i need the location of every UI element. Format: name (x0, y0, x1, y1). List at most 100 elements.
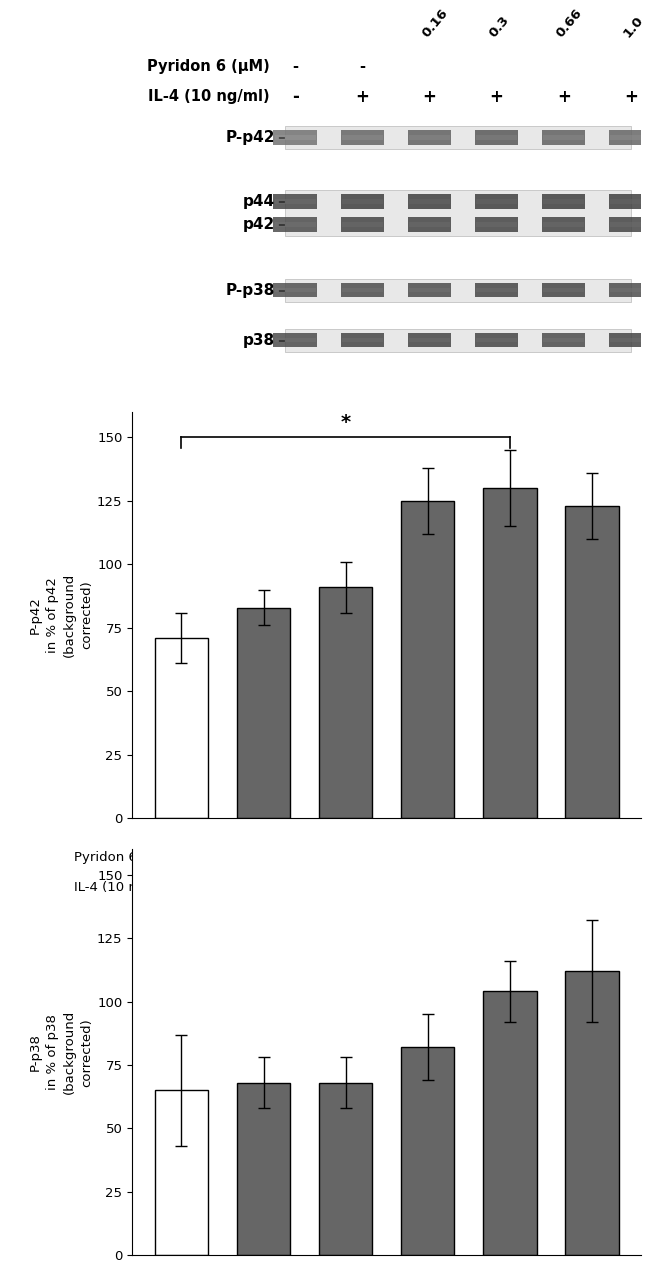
Bar (408, 218, 451, 232)
Text: 0: 0 (259, 851, 268, 863)
Text: p42: p42 (243, 216, 275, 232)
Text: -: - (360, 59, 366, 74)
Bar (542, 333, 586, 347)
Text: -: - (292, 87, 299, 106)
Bar (274, 338, 315, 342)
Bar (342, 200, 383, 204)
Bar (274, 218, 317, 232)
Bar (483, 488, 537, 819)
Text: IL-4 (10 ng/ml): IL-4 (10 ng/ml) (74, 881, 172, 894)
Bar (274, 136, 315, 140)
Bar (285, 190, 631, 236)
Bar (340, 283, 384, 297)
Bar (476, 136, 517, 140)
Text: +: + (504, 881, 516, 897)
Bar (475, 218, 518, 232)
Text: *: * (340, 414, 351, 433)
Bar (611, 288, 652, 292)
Bar (408, 333, 451, 347)
Text: 1: 1 (588, 851, 596, 863)
Text: -: - (178, 881, 184, 897)
Bar (237, 1082, 290, 1255)
Bar (611, 136, 652, 140)
Bar (475, 131, 518, 145)
Text: 0.3: 0.3 (417, 851, 438, 863)
Text: +: + (490, 87, 504, 106)
Bar (342, 223, 383, 227)
Bar (611, 223, 652, 227)
Bar (476, 200, 517, 204)
Bar (408, 283, 451, 297)
Text: –: – (277, 333, 285, 347)
Text: 0.16: 0.16 (331, 851, 360, 863)
Bar (409, 288, 450, 292)
Bar (542, 195, 586, 209)
Bar (237, 607, 290, 819)
Bar (274, 288, 315, 292)
Bar (274, 131, 317, 145)
Bar (274, 333, 317, 347)
Text: +: + (340, 881, 352, 897)
Bar (542, 283, 586, 297)
Text: +: + (624, 87, 638, 106)
Bar (476, 288, 517, 292)
Bar (340, 333, 384, 347)
Text: P-p42: P-p42 (225, 131, 275, 145)
Bar (342, 338, 383, 342)
Bar (274, 200, 315, 204)
Text: Pyridon 6 (μM): Pyridon 6 (μM) (147, 59, 270, 74)
Bar (543, 200, 584, 204)
Bar (609, 283, 652, 297)
Text: Pyridon 6 (μM): Pyridon 6 (μM) (74, 851, 172, 863)
Bar (409, 200, 450, 204)
Text: –: – (277, 216, 285, 232)
Bar (611, 338, 652, 342)
Text: +: + (422, 87, 436, 106)
Bar (408, 195, 451, 209)
Text: P-p38: P-p38 (225, 283, 275, 298)
Bar (155, 638, 208, 819)
Bar (543, 223, 584, 227)
Text: 0.3: 0.3 (486, 13, 512, 40)
Bar (543, 288, 584, 292)
Bar (274, 223, 315, 227)
Text: 1.0: 1.0 (621, 14, 646, 40)
Text: +: + (258, 881, 270, 897)
Text: –: – (277, 283, 285, 298)
Text: p38: p38 (243, 333, 275, 347)
Bar (609, 218, 652, 232)
Bar (409, 136, 450, 140)
Bar (340, 131, 384, 145)
Bar (542, 131, 586, 145)
Text: +: + (557, 87, 570, 106)
Bar (342, 136, 383, 140)
Text: IL-4 (10 ng/ml): IL-4 (10 ng/ml) (148, 90, 270, 104)
Bar (340, 218, 384, 232)
Text: +: + (356, 87, 369, 106)
Bar (565, 971, 619, 1255)
Bar (609, 195, 652, 209)
Bar (476, 223, 517, 227)
Text: +: + (422, 881, 434, 897)
Text: 0.16: 0.16 (420, 6, 451, 40)
Bar (408, 131, 451, 145)
Bar (409, 338, 450, 342)
Bar (274, 283, 317, 297)
Bar (285, 126, 631, 149)
Bar (565, 506, 619, 819)
Bar (409, 223, 450, 227)
Bar (285, 279, 631, 302)
Text: +: + (586, 881, 598, 897)
Text: 0: 0 (177, 851, 186, 863)
Bar (609, 333, 652, 347)
Bar (475, 333, 518, 347)
Bar (319, 1082, 372, 1255)
Bar (475, 195, 518, 209)
Bar (340, 195, 384, 209)
Bar (285, 328, 631, 351)
Bar (319, 587, 372, 819)
Bar (543, 136, 584, 140)
Bar (543, 338, 584, 342)
Text: 0.66: 0.66 (495, 851, 524, 863)
Text: -: - (292, 59, 298, 74)
